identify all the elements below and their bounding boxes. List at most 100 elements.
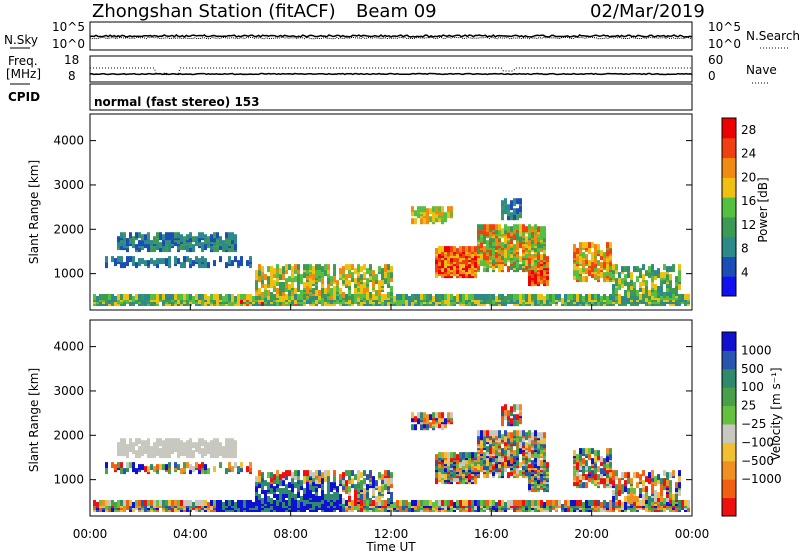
power-cell	[183, 244, 186, 251]
velocity-cell	[192, 450, 195, 457]
power-cell	[663, 264, 666, 271]
power-cell	[384, 272, 387, 279]
colorbar-tick-label: −500	[741, 454, 774, 468]
power-cell	[189, 232, 192, 239]
velocity-cell	[354, 494, 357, 500]
power-cell	[681, 294, 684, 300]
velocity-cell	[339, 494, 342, 500]
velocity-cell	[360, 506, 363, 512]
velocity-cell	[522, 450, 525, 457]
velocity-cell	[603, 468, 606, 475]
nsearch-tick-bottom: 10^0	[708, 37, 741, 51]
power-cell	[345, 294, 348, 300]
velocity-cell	[483, 458, 486, 465]
power-cell	[297, 294, 300, 300]
velocity-cell	[114, 502, 117, 508]
power-cell	[345, 274, 348, 281]
power-cell	[576, 294, 579, 300]
velocity-cell	[378, 472, 381, 479]
velocity-cell	[633, 488, 636, 494]
power-cell	[483, 258, 486, 265]
power-cell	[159, 232, 162, 239]
velocity-cell	[675, 486, 678, 493]
power-cell	[519, 198, 522, 205]
power-cell	[411, 300, 414, 306]
velocity-cell	[630, 478, 633, 485]
velocity-cell	[348, 474, 351, 481]
velocity-cell	[264, 490, 267, 496]
velocity-cell	[378, 496, 381, 502]
power-cell	[477, 224, 480, 231]
velocity-cell	[225, 444, 228, 451]
power-cell	[537, 298, 540, 304]
power-cell	[204, 244, 207, 251]
velocity-cell	[231, 466, 234, 473]
power-cell	[381, 294, 384, 300]
power-cell	[660, 280, 663, 287]
velocity-cell	[282, 488, 285, 494]
velocity-cell	[597, 500, 600, 506]
power-cell	[606, 250, 609, 257]
velocity-cell	[432, 412, 435, 419]
power-cell	[645, 296, 648, 302]
power-cell	[363, 264, 366, 271]
velocity-cell	[228, 446, 231, 453]
power-cell	[534, 246, 537, 253]
velocity-cell	[582, 502, 585, 508]
power-cell	[510, 238, 513, 245]
power-cell	[501, 208, 504, 215]
power-cell	[435, 294, 438, 300]
velocity-cell	[447, 452, 450, 459]
power-cell	[567, 300, 570, 306]
power-cell	[480, 224, 483, 231]
velocity-cell	[159, 500, 162, 506]
power-cell	[390, 272, 393, 279]
velocity-cell	[477, 504, 480, 510]
velocity-cell	[270, 498, 273, 504]
power-cell	[444, 294, 447, 300]
velocity-cell	[345, 480, 348, 487]
power-cell	[312, 266, 315, 273]
power-cell	[360, 274, 363, 281]
power-cell	[324, 288, 327, 294]
velocity-cell	[474, 504, 477, 510]
velocity-cell	[654, 490, 657, 496]
power-cell	[522, 244, 525, 251]
velocity-cell	[219, 500, 222, 506]
velocity-cell	[141, 446, 144, 453]
velocity-cell	[258, 500, 261, 506]
velocity-cell	[600, 468, 603, 475]
velocity-cell	[501, 448, 504, 455]
velocity-cell	[105, 468, 108, 475]
velocity-cell	[360, 472, 363, 479]
power-cell	[636, 266, 639, 273]
power-cell	[495, 250, 498, 257]
velocity-cell	[147, 444, 150, 451]
velocity-cell	[258, 494, 261, 500]
velocity-cell	[186, 500, 189, 506]
power-cell	[510, 252, 513, 259]
power-cell	[177, 232, 180, 239]
power-cell	[576, 274, 579, 281]
power-cell	[462, 252, 465, 259]
velocity-cell	[129, 500, 132, 506]
colorbar-swatch	[722, 368, 736, 388]
power-cell	[525, 264, 528, 271]
freq-label: Freq.	[8, 54, 38, 68]
velocity-cell	[201, 500, 204, 506]
velocity-cell	[579, 448, 582, 455]
power-cell	[492, 240, 495, 247]
power-cell	[678, 294, 681, 300]
power-cell	[420, 294, 423, 300]
power-cell	[444, 266, 447, 273]
velocity-cell	[168, 462, 171, 469]
velocity-cell	[504, 434, 507, 441]
velocity-cell	[678, 476, 681, 483]
velocity-cell	[435, 478, 438, 485]
power-cell	[198, 294, 201, 300]
power-cell	[261, 270, 264, 277]
velocity-cell	[276, 494, 279, 500]
power-cell	[300, 294, 303, 300]
power-cell	[303, 264, 306, 271]
